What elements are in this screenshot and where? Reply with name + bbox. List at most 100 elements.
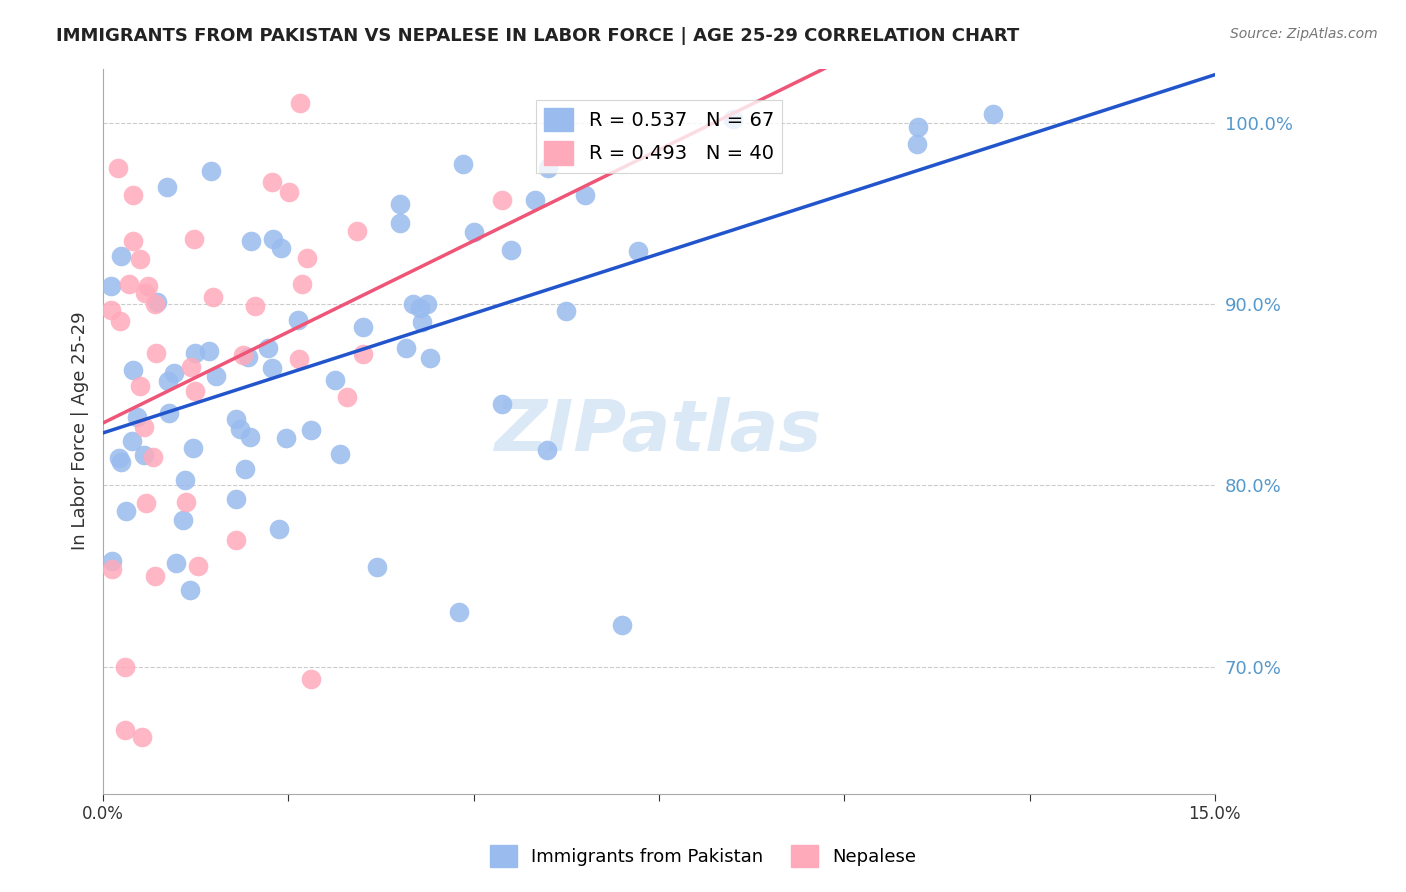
Point xyxy=(336,391,359,405)
Point xyxy=(225,411,247,425)
Point xyxy=(157,374,180,388)
Text: ZIPatlas: ZIPatlas xyxy=(495,397,823,466)
Point xyxy=(447,606,470,620)
Point xyxy=(107,451,129,466)
Point xyxy=(114,660,136,674)
Point xyxy=(172,513,194,527)
Point xyxy=(388,216,411,230)
Point xyxy=(239,430,262,444)
Point xyxy=(174,473,197,487)
Point xyxy=(291,277,314,292)
Point xyxy=(907,120,929,134)
Point xyxy=(574,188,596,202)
Point xyxy=(108,314,131,328)
Point xyxy=(463,225,485,239)
Legend: R = 0.537   N = 67, R = 0.493   N = 40: R = 0.537 N = 67, R = 0.493 N = 40 xyxy=(536,100,782,173)
Point xyxy=(143,297,166,311)
Point xyxy=(205,368,228,383)
Point xyxy=(352,346,374,360)
Point xyxy=(346,224,368,238)
Point xyxy=(555,303,578,318)
Point xyxy=(225,491,247,506)
Point xyxy=(100,279,122,293)
Point xyxy=(233,462,256,476)
Point xyxy=(187,558,209,573)
Point xyxy=(240,234,263,248)
Point xyxy=(134,448,156,462)
Point xyxy=(121,188,143,202)
Point xyxy=(157,406,180,420)
Text: IMMIGRANTS FROM PAKISTAN VS NEPALESE IN LABOR FORCE | AGE 25-29 CORRELATION CHAR: IMMIGRANTS FROM PAKISTAN VS NEPALESE IN … xyxy=(56,27,1019,45)
Point xyxy=(721,112,744,127)
Point xyxy=(146,294,169,309)
Point xyxy=(121,234,143,248)
Point xyxy=(499,243,522,257)
Point xyxy=(179,582,201,597)
Point xyxy=(409,301,432,315)
Point xyxy=(110,455,132,469)
Point xyxy=(125,409,148,424)
Point xyxy=(110,249,132,263)
Point xyxy=(981,107,1004,121)
Point xyxy=(491,396,513,410)
Point xyxy=(131,731,153,745)
Point xyxy=(180,360,202,375)
Point xyxy=(101,554,124,568)
Point xyxy=(524,193,547,207)
Point xyxy=(100,303,122,318)
Point xyxy=(122,362,145,376)
Point xyxy=(411,315,433,329)
Point xyxy=(132,420,155,434)
Point xyxy=(107,161,129,176)
Point xyxy=(243,299,266,313)
Point xyxy=(491,193,513,207)
Point xyxy=(325,373,347,387)
Point xyxy=(184,345,207,359)
Point xyxy=(395,341,418,355)
Point xyxy=(610,618,633,632)
Point xyxy=(402,297,425,311)
Point xyxy=(537,161,560,176)
Point xyxy=(267,522,290,536)
Point xyxy=(183,232,205,246)
Legend: Immigrants from Pakistan, Nepalese: Immigrants from Pakistan, Nepalese xyxy=(482,838,924,874)
Point xyxy=(121,434,143,448)
Point xyxy=(135,496,157,510)
Point xyxy=(288,95,311,110)
Point xyxy=(627,244,650,258)
Point xyxy=(197,343,219,358)
Point xyxy=(388,197,411,211)
Point xyxy=(145,346,167,360)
Point xyxy=(143,569,166,583)
Point xyxy=(270,241,292,255)
Point xyxy=(174,494,197,508)
Point xyxy=(184,384,207,399)
Point xyxy=(453,157,475,171)
Point xyxy=(129,252,152,266)
Point xyxy=(232,347,254,361)
Point xyxy=(128,379,150,393)
Point xyxy=(156,179,179,194)
Point xyxy=(229,422,252,436)
Point xyxy=(299,423,322,437)
Point xyxy=(202,290,225,304)
Point xyxy=(114,504,136,518)
Point xyxy=(366,560,388,574)
Point xyxy=(262,175,284,189)
Point xyxy=(200,163,222,178)
Point xyxy=(353,319,375,334)
Point xyxy=(260,361,283,376)
Point xyxy=(225,533,247,548)
Point xyxy=(274,431,297,445)
Point xyxy=(163,366,186,380)
Point xyxy=(288,351,311,366)
Point xyxy=(134,286,156,301)
Point xyxy=(165,557,187,571)
Point xyxy=(419,351,441,366)
Point xyxy=(295,251,318,265)
Point xyxy=(114,723,136,738)
Point xyxy=(329,447,352,461)
Point xyxy=(181,441,204,455)
Point xyxy=(905,137,928,152)
Point xyxy=(262,232,284,246)
